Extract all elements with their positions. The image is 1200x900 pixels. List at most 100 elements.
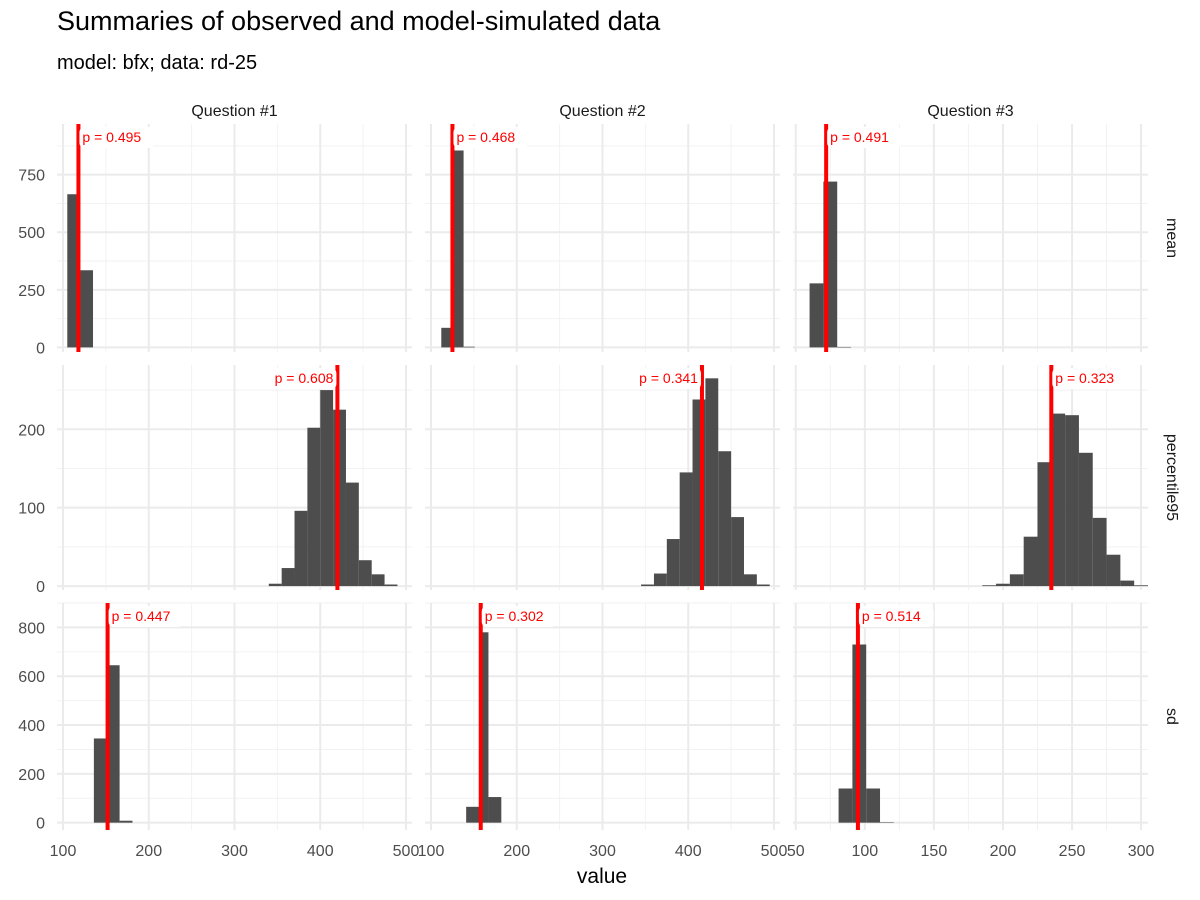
y-tick-label: 200 (18, 767, 45, 784)
p-value-label: p = 0.302 (485, 608, 544, 624)
p-label-background (827, 127, 902, 148)
x-tick-label: 300 (221, 843, 248, 860)
p-label-background (261, 368, 337, 389)
histogram-bar (1009, 574, 1024, 587)
histogram-bar (452, 150, 464, 348)
histogram-bar (1106, 554, 1121, 587)
histogram-bar (268, 583, 282, 587)
x-tick-label: 100 (418, 843, 445, 860)
histogram-bar (93, 738, 107, 823)
facet-column-label-question-2: Question #2 (559, 103, 645, 120)
histogram-bar (1120, 580, 1135, 587)
histogram-bar (1037, 462, 1052, 587)
histogram-bar (358, 560, 372, 587)
y-tick-label: 750 (18, 168, 45, 185)
p-value-label: p = 0.468 (456, 129, 515, 145)
x-tick-label: 500 (761, 843, 788, 860)
histogram-bar (384, 584, 398, 587)
x-tick-label: 300 (1128, 843, 1155, 860)
p-label-background (453, 127, 529, 148)
histogram-bar (743, 574, 757, 587)
histogram-bar (679, 472, 693, 587)
y-tick-label: 0 (36, 579, 45, 596)
p-label-background (108, 606, 184, 627)
histogram-bar (441, 327, 453, 348)
histogram-bar (371, 574, 385, 587)
histogram-bar (838, 788, 853, 823)
x-tick-label: 100 (50, 843, 77, 860)
histogram-bar (1078, 452, 1093, 587)
histogram-bar (80, 270, 94, 348)
histogram-bar (880, 822, 894, 823)
x-axis-title: value (577, 865, 627, 888)
y-tick-label: 200 (18, 422, 45, 439)
y-tick-label: 400 (18, 718, 45, 735)
p-value-label: p = 0.514 (862, 608, 921, 624)
histogram-bar (731, 517, 744, 587)
x-tick-label: 250 (1059, 843, 1086, 860)
p-label-background (79, 127, 155, 148)
x-tick-label: 400 (675, 843, 702, 860)
p-value-label: p = 0.447 (112, 608, 171, 624)
y-tick-label: 500 (18, 225, 45, 242)
x-tick-label: 500 (393, 843, 420, 860)
p-value-label: p = 0.341 (639, 370, 698, 386)
p-value-label: p = 0.495 (82, 129, 141, 145)
histogram-bar (756, 584, 770, 587)
histogram-bar (119, 820, 133, 823)
facet-row-label-percentile95: percentile95 (1163, 434, 1180, 521)
histogram-bar (996, 583, 1010, 587)
histogram-bar (837, 346, 852, 348)
histogram-bar (641, 584, 654, 587)
x-tick-label: 150 (921, 843, 948, 860)
histogram-bar (106, 665, 120, 823)
histogram-bar (466, 806, 480, 823)
histogram-bar (705, 378, 719, 587)
histogram-bar (809, 283, 824, 348)
histogram-bar (1023, 536, 1038, 587)
y-tick-label: 0 (36, 340, 45, 357)
p-label-background (858, 606, 934, 627)
histogram-bar (281, 568, 295, 587)
histogram-bar (320, 390, 334, 587)
p-label-background (481, 606, 557, 627)
p-value-label: p = 0.491 (830, 129, 889, 145)
y-tick-label: 100 (18, 501, 45, 518)
y-tick-label: 800 (18, 620, 45, 637)
histogram-bar (866, 788, 881, 823)
histogram-bar (307, 427, 321, 587)
x-tick-label: 300 (589, 843, 616, 860)
chart-title: Summaries of observed and model-simulate… (57, 6, 661, 36)
histogram-bar (666, 539, 680, 587)
histogram-bar (345, 482, 359, 587)
histogram-bar (718, 451, 732, 587)
histogram-bar (479, 632, 489, 823)
histogram-bar (1051, 413, 1066, 587)
facet-column-label-question-3: Question #3 (927, 103, 1013, 120)
x-tick-label: 100 (851, 843, 878, 860)
histogram-bar (294, 510, 308, 587)
facet-row-label-sd: sd (1163, 708, 1180, 725)
y-tick-label: 250 (18, 283, 45, 300)
x-tick-label: 200 (990, 843, 1017, 860)
histogram-bar (982, 585, 997, 587)
facet-column-label-question-1: Question #1 (191, 103, 277, 120)
histogram-bar (1065, 415, 1079, 587)
x-tick-label: 50 (787, 843, 805, 860)
histogram-bar (333, 409, 346, 587)
facet-row-label-mean: mean (1163, 218, 1180, 258)
x-tick-label: 200 (503, 843, 530, 860)
x-tick-label: 400 (307, 843, 334, 860)
chart-subtitle: model: bfx; data: rd-25 (57, 52, 258, 74)
histogram-bar (1134, 585, 1148, 587)
x-tick-label: 200 (135, 843, 162, 860)
p-value-label: p = 0.608 (275, 370, 334, 386)
y-tick-label: 0 (36, 816, 45, 833)
histogram-bar (653, 573, 667, 587)
histogram-bar (1092, 517, 1107, 587)
p-label-background (626, 368, 701, 389)
p-value-label: p = 0.323 (1055, 370, 1114, 386)
p-label-background (1052, 368, 1127, 389)
histogram-bar (488, 797, 502, 823)
histogram-bar (463, 346, 475, 348)
